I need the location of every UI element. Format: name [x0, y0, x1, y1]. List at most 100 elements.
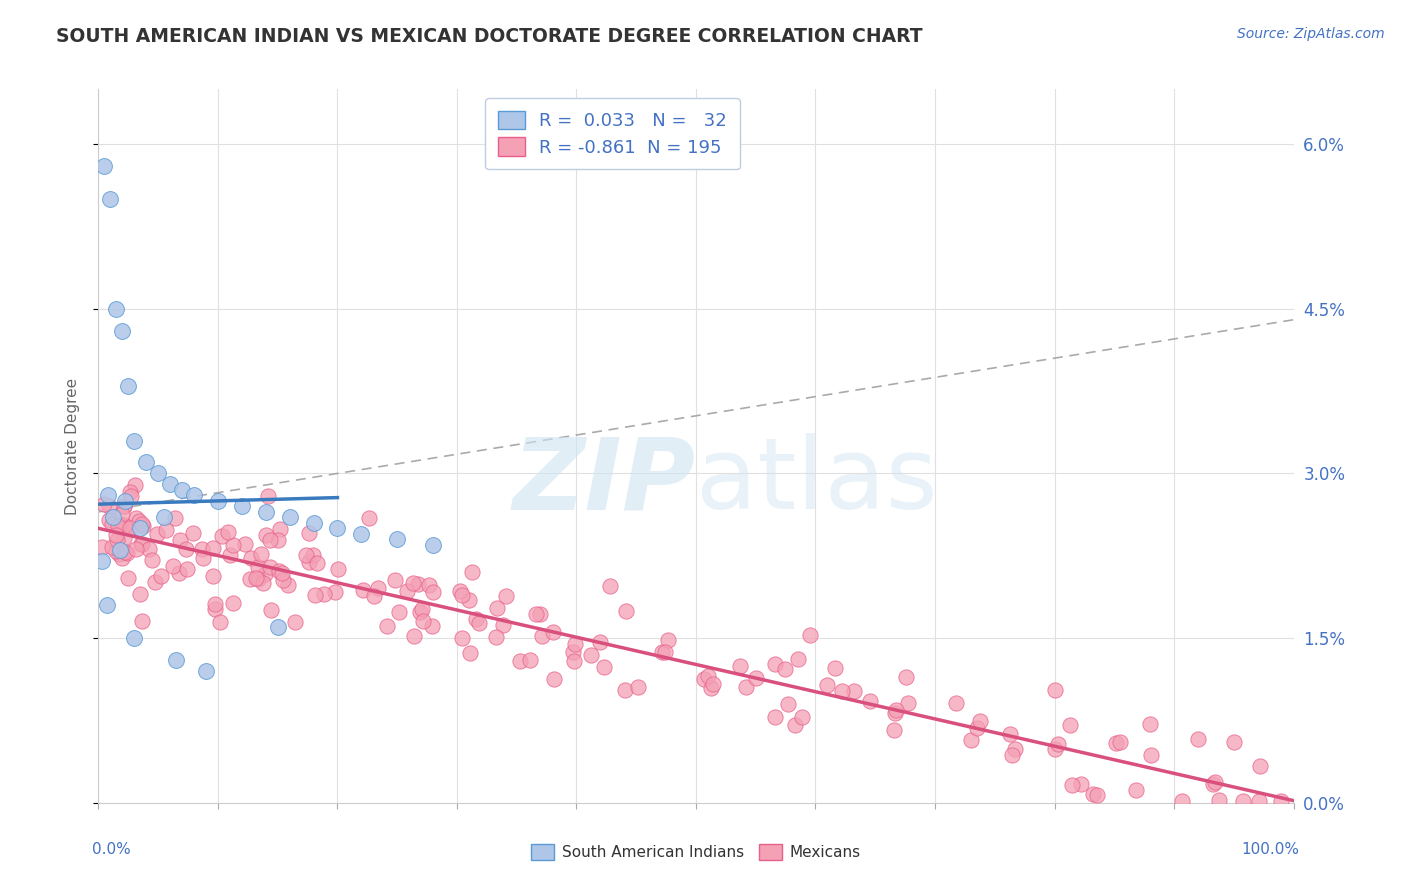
Point	[125, 541, 148, 556]
Point	[654, 645, 676, 659]
Point	[799, 628, 821, 642]
Point	[945, 696, 967, 710]
Point	[326, 521, 349, 535]
Point	[464, 612, 486, 626]
Point	[155, 523, 177, 537]
Point	[108, 516, 131, 531]
Point	[614, 604, 637, 618]
Point	[93, 497, 115, 511]
Point	[564, 637, 586, 651]
Point	[357, 511, 380, 525]
Point	[1202, 777, 1225, 791]
Point	[204, 602, 226, 616]
Point	[114, 545, 136, 559]
Point	[562, 654, 585, 668]
Point	[114, 494, 136, 508]
Point	[1059, 718, 1081, 732]
Point	[267, 620, 290, 634]
Point	[172, 483, 194, 497]
Point	[350, 526, 373, 541]
Point	[222, 538, 245, 552]
Point	[783, 717, 806, 731]
Point	[897, 696, 920, 710]
Point	[125, 511, 148, 525]
Point	[408, 606, 430, 620]
Point	[195, 664, 218, 678]
Point	[450, 631, 472, 645]
Point	[1249, 759, 1271, 773]
Point	[363, 590, 385, 604]
Point	[1223, 735, 1246, 749]
Point	[375, 619, 398, 633]
Point	[484, 630, 506, 644]
Point	[408, 577, 430, 591]
Point	[131, 614, 153, 628]
Point	[404, 629, 426, 643]
Point	[141, 553, 163, 567]
Point	[218, 548, 240, 562]
Point	[124, 631, 146, 645]
Point	[883, 723, 905, 737]
Point	[411, 602, 433, 616]
Point	[204, 597, 226, 611]
Point	[1270, 794, 1292, 808]
Point	[412, 615, 434, 629]
Point	[787, 652, 810, 666]
Point	[599, 579, 621, 593]
Point	[1139, 717, 1161, 731]
Point	[492, 618, 515, 632]
Point	[651, 645, 673, 659]
Point	[98, 513, 121, 527]
Point	[626, 681, 648, 695]
Point	[1070, 776, 1092, 790]
Point	[150, 569, 173, 583]
Point	[117, 521, 139, 535]
Point	[326, 562, 349, 576]
Point	[966, 721, 988, 735]
Point	[105, 533, 128, 547]
Point	[146, 527, 169, 541]
Point	[485, 600, 508, 615]
Text: atlas: atlas	[696, 434, 938, 530]
Point	[112, 499, 135, 513]
Point	[91, 540, 114, 554]
Point	[883, 706, 905, 720]
Point	[298, 526, 321, 541]
Point	[259, 559, 281, 574]
Point	[420, 619, 443, 633]
Point	[246, 572, 269, 586]
Point	[1004, 741, 1026, 756]
Point	[183, 488, 205, 502]
Point	[138, 542, 160, 557]
Point	[201, 569, 224, 583]
Point	[1060, 778, 1083, 792]
Point	[1043, 683, 1066, 698]
Point	[231, 500, 253, 514]
Point	[211, 529, 233, 543]
Point	[207, 494, 229, 508]
Point	[271, 566, 294, 581]
Point	[112, 531, 135, 545]
Point	[697, 669, 720, 683]
Point	[174, 542, 197, 557]
Point	[304, 588, 326, 602]
Point	[388, 606, 411, 620]
Text: ZIP: ZIP	[513, 434, 696, 530]
Point	[104, 528, 127, 542]
Point	[112, 499, 135, 513]
Point	[702, 677, 724, 691]
Point	[657, 632, 679, 647]
Point	[176, 561, 198, 575]
Point	[323, 584, 346, 599]
Point	[302, 548, 325, 562]
Point	[120, 485, 142, 500]
Point	[842, 684, 865, 698]
Point	[530, 628, 553, 642]
Point	[561, 645, 583, 659]
Point	[101, 540, 124, 554]
Point	[763, 657, 786, 671]
Point	[422, 538, 444, 552]
Point	[108, 547, 131, 561]
Point	[1000, 727, 1022, 741]
Point	[254, 528, 277, 542]
